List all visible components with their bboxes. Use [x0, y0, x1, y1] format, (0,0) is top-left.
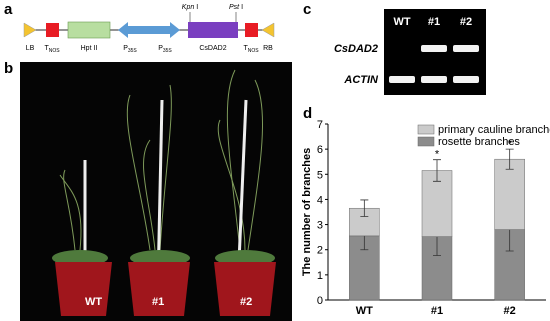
sample-label: WT — [85, 296, 102, 308]
lane-label: #2 — [460, 16, 472, 28]
panel-label: a — [4, 1, 13, 18]
y-tick-label: 5 — [317, 169, 323, 181]
element-label: RB — [263, 45, 273, 52]
gel-band — [453, 76, 479, 83]
significance-mark: * — [508, 138, 513, 150]
y-tick-label: 7 — [317, 119, 323, 131]
element-label: P35S — [158, 45, 172, 54]
panel-label: b — [4, 60, 13, 77]
x-tick-label: #2 — [504, 305, 516, 317]
site-name: Kpn — [182, 4, 195, 11]
y-tick-label: 0 — [317, 295, 323, 307]
y-tick-label: 1 — [317, 270, 323, 282]
y-tick-label: 2 — [317, 245, 323, 257]
legend-swatch — [417, 124, 435, 135]
lane-label: #1 — [428, 16, 440, 28]
element-label: TNOS — [243, 45, 259, 54]
label-sub: 35S — [163, 48, 173, 54]
label-main: Hpt II — [81, 45, 98, 52]
site-unit: I — [196, 4, 198, 11]
site-name: Pst — [229, 4, 240, 11]
y-tick-label: 6 — [317, 144, 323, 156]
sample-label: #1 — [152, 296, 164, 308]
label-main: P — [123, 45, 128, 52]
label-main: T — [243, 45, 248, 52]
gel-band — [421, 76, 447, 83]
x-tick-label: #1 — [431, 305, 443, 317]
legend-label: primary cauline branches — [438, 124, 550, 136]
gel-band — [453, 45, 479, 52]
label-main: T — [44, 45, 49, 52]
element-label: TNOS — [44, 45, 60, 54]
element-label: CsDAD2 — [199, 45, 226, 52]
plant-photo — [20, 62, 292, 321]
error-bar — [433, 159, 441, 182]
significance-mark: * — [435, 149, 440, 161]
x-tick-label: WT — [356, 305, 373, 317]
bar-segment — [494, 158, 525, 230]
label-main: CsDAD2 — [199, 45, 226, 52]
gene-label: ACTIN — [343, 74, 379, 86]
element-label: Hpt II — [81, 45, 98, 52]
sample-label: #2 — [240, 296, 252, 308]
lane-label: WT — [393, 16, 410, 28]
legend-swatch — [417, 136, 435, 147]
construct-diagram — [23, 12, 275, 39]
site-label: Pst I — [229, 4, 243, 11]
gel-band — [421, 45, 447, 52]
y-tick-label: 3 — [317, 220, 323, 232]
element-label: LB — [26, 45, 35, 52]
legend-label: rosette branches — [438, 136, 520, 148]
gel-band — [389, 76, 415, 83]
y-axis-title: The number of branches — [301, 148, 313, 276]
label-main: RB — [263, 45, 273, 52]
site-unit: I — [241, 4, 243, 11]
label-sub: NOS — [248, 48, 260, 54]
error-bar — [360, 199, 369, 217]
label-main: LB — [26, 45, 35, 52]
element-label: P35S — [123, 45, 137, 54]
label-sub: NOS — [49, 48, 61, 54]
gene-label: CsDAD2 — [334, 43, 378, 55]
panel-label: d — [303, 105, 312, 122]
label-sub: 35S — [128, 48, 138, 54]
label-main: P — [158, 45, 163, 52]
site-label: Kpn I — [182, 4, 198, 11]
error-bar — [505, 148, 514, 170]
panel-label: c — [303, 1, 311, 18]
y-tick-label: 4 — [317, 194, 323, 206]
